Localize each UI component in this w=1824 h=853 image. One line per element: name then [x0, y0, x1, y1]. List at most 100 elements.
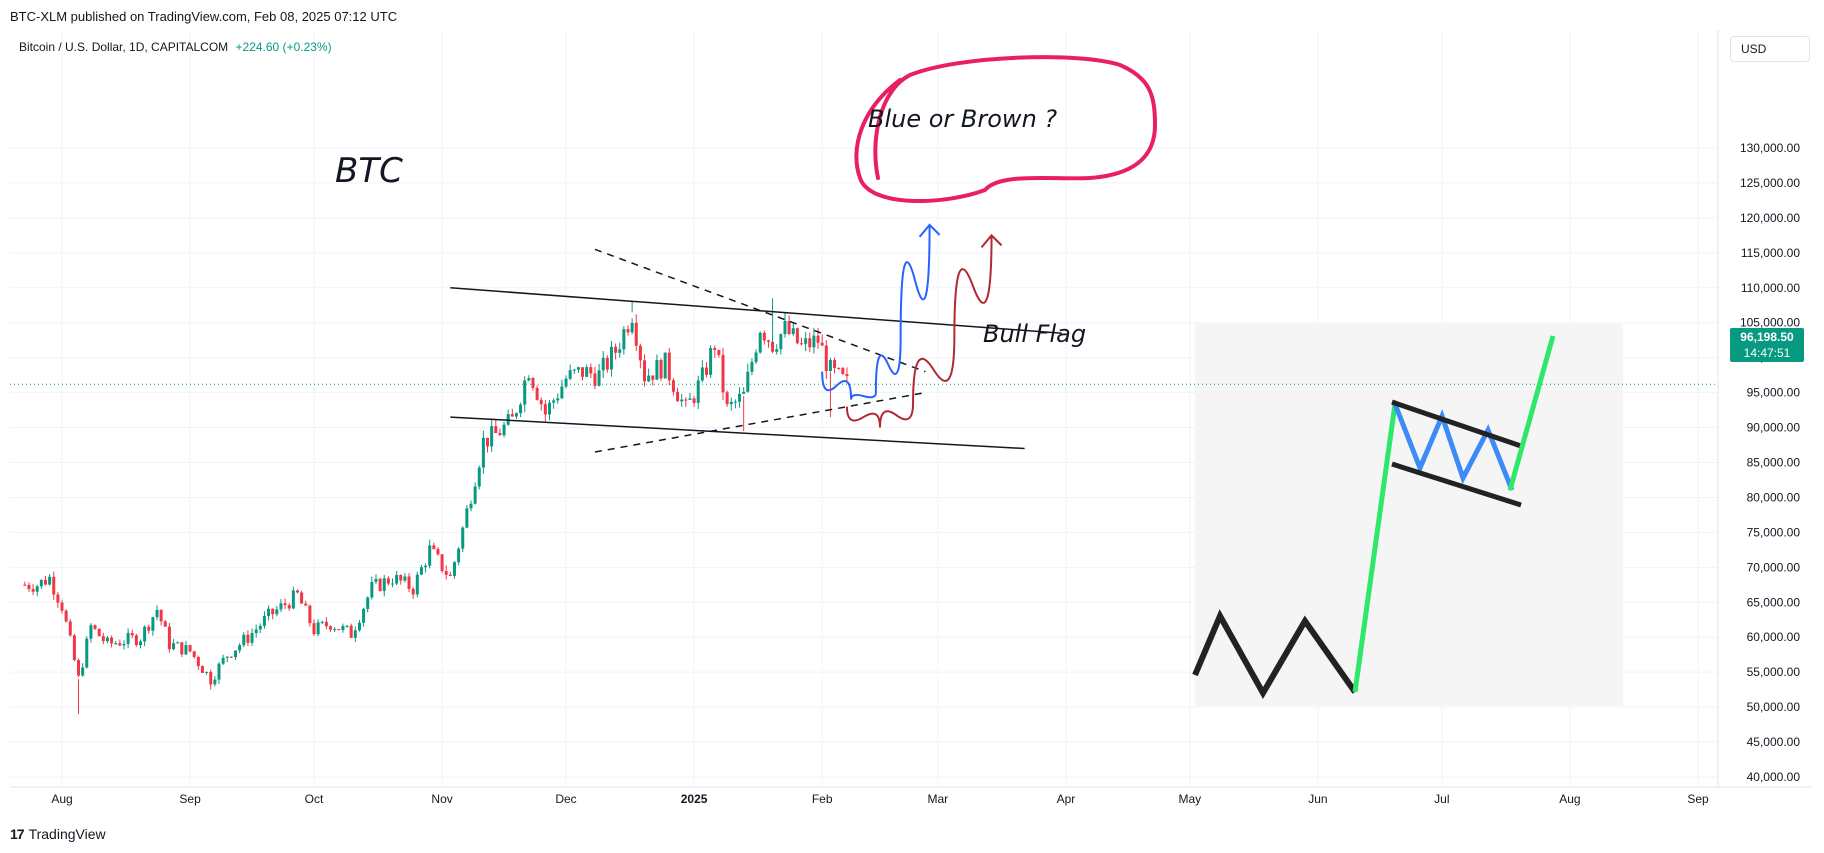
candle-body [320, 621, 324, 623]
price-tick-label: 60,000.00 [1747, 630, 1801, 644]
inset-flag-wave [1392, 403, 1515, 491]
candle-body [622, 329, 626, 350]
candle-body [242, 634, 246, 646]
candle-body [762, 332, 766, 341]
candle-body [89, 625, 93, 639]
candle-body [638, 345, 642, 361]
candle-body [308, 605, 312, 624]
candle-body [477, 467, 481, 487]
candle-body [531, 378, 535, 388]
trendlines [450, 248, 1062, 453]
candle-body [609, 346, 613, 370]
candle-body [651, 375, 655, 380]
candle-body [572, 369, 576, 371]
candle-body [188, 645, 192, 652]
blue-arrowhead [918, 223, 941, 238]
candle-body [225, 656, 229, 658]
candle-body [568, 370, 572, 379]
time-tick-label: Sep [179, 792, 201, 806]
candle-body [787, 321, 791, 335]
candle-body [370, 581, 374, 598]
inset-flag-pole [1352, 403, 1398, 693]
blue-projection-path [821, 224, 931, 400]
candle-body [738, 393, 742, 402]
candle-body [353, 630, 357, 638]
candle-body [130, 633, 134, 636]
candle-body [275, 609, 279, 615]
candle-body [101, 636, 105, 642]
candle-body [564, 378, 568, 387]
candle-body [378, 578, 382, 591]
candle-body [688, 398, 692, 400]
candle-body [700, 367, 704, 381]
candle-body [671, 380, 675, 392]
candle-body [304, 603, 308, 606]
time-tick-label: Jun [1308, 792, 1327, 806]
candle-body [180, 642, 184, 655]
price-tick-label: 125,000.00 [1740, 176, 1800, 190]
candle-body [729, 401, 733, 405]
candle-body [221, 657, 225, 664]
candle-body [85, 638, 89, 668]
candle-body [659, 359, 663, 379]
time-tick-label: Apr [1057, 792, 1076, 806]
price-tick-label: 85,000.00 [1747, 456, 1801, 470]
candle-body [217, 663, 221, 680]
candle-body [324, 621, 328, 627]
symbol-legend[interactable]: Bitcoin / U.S. Dollar, 1D, CAPITALCOM +2… [19, 40, 332, 54]
symbol-title: Bitcoin / U.S. Dollar, 1D, CAPITALCOM [19, 40, 229, 54]
candle-body [709, 348, 713, 375]
currency-button[interactable]: USD [1730, 36, 1810, 62]
candle-body [163, 621, 167, 627]
candle-body [56, 594, 60, 603]
candle-body [386, 578, 390, 584]
candle-body [667, 352, 671, 381]
candle-body [589, 367, 593, 374]
candle-body [341, 625, 345, 630]
candle-body [291, 590, 295, 609]
candle-body [258, 625, 262, 630]
candle-body [539, 399, 543, 405]
candle-body [733, 401, 737, 403]
candle-body [663, 352, 667, 379]
candle-body [552, 400, 556, 403]
candle-body [498, 433, 502, 436]
candle-body [630, 322, 634, 333]
candle-body [424, 565, 428, 568]
tradingview-logo[interactable]: 17 TradingView [10, 826, 106, 842]
candle-body [490, 426, 494, 447]
candle-body [333, 629, 337, 631]
candle-body [23, 584, 27, 586]
candle-body [795, 328, 799, 344]
candle-body [436, 549, 440, 555]
candle-body [254, 629, 258, 634]
candle-body [382, 578, 386, 591]
candle-body [407, 576, 411, 589]
candle-body [696, 380, 700, 403]
candle-body [428, 545, 432, 566]
price-tick-label: 50,000.00 [1747, 700, 1801, 714]
last-price-tag: 96,198.50 14:47:51 [1730, 328, 1804, 362]
time-tick-label: Aug [51, 792, 72, 806]
candle-body [329, 626, 333, 630]
last-price-value: 96,198.50 [1740, 330, 1794, 344]
price-tick-label: 40,000.00 [1747, 770, 1801, 784]
price-tick-label: 75,000.00 [1747, 525, 1801, 539]
price-tick-label: 95,000.00 [1747, 386, 1801, 400]
candle-body [494, 426, 498, 434]
candle-body [816, 335, 820, 343]
candle-body [506, 414, 510, 425]
candle-body [43, 579, 47, 585]
candle-body [31, 589, 35, 592]
candle-body [783, 321, 787, 335]
published-header: BTC-XLM published on TradingView.com, Fe… [10, 9, 398, 24]
candle-body [833, 360, 837, 368]
bull-flag-inset-background [1195, 324, 1623, 706]
candle-body [514, 413, 518, 417]
candle-body [64, 610, 68, 622]
candle-body [419, 567, 423, 575]
candle-body [655, 359, 659, 380]
question-annotation: Blue or Brown ? [868, 105, 1057, 133]
candle-body [250, 633, 254, 643]
